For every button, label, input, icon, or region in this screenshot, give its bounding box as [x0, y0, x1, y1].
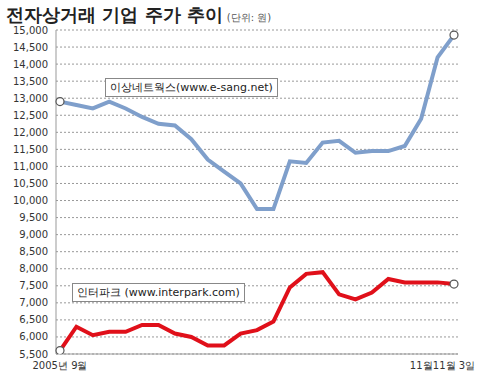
svg-text:10,000: 10,000: [13, 195, 48, 206]
svg-text:9,000: 9,000: [19, 229, 48, 240]
svg-text:7,500: 7,500: [19, 280, 48, 291]
svg-text:13,500: 13,500: [13, 76, 48, 87]
svg-text:6,000: 6,000: [19, 331, 48, 342]
svg-text:8,500: 8,500: [19, 246, 48, 257]
svg-text:9,500: 9,500: [19, 212, 48, 223]
svg-text:11월 3일: 11월 3일: [433, 360, 475, 371]
html-text:이상네트웍스(www.e-sang.net): 이상네트웍스(www.e-sang.net): [110, 81, 273, 94]
svg-text:5,500: 5,500: [19, 349, 48, 360]
svg-text:2005년 9월: 2005년 9월: [33, 360, 88, 371]
html-text:전자상거래 기업 주가 추이 (단위: 원): 전자상거래 기업 주가 추이 (단위: 원): [6, 4, 272, 25]
svg-text:8,000: 8,000: [19, 263, 48, 274]
html-text:인터파크 (www.interpark.com): 인터파크 (www.interpark.com): [77, 286, 240, 299]
svg-text:12,000: 12,000: [13, 127, 48, 138]
svg-text:12,500: 12,500: [13, 110, 48, 121]
svg-text:13,000: 13,000: [13, 93, 48, 104]
svg-text:14,000: 14,000: [13, 59, 48, 70]
svg-text:11,000: 11,000: [13, 161, 48, 172]
svg-text:7,000: 7,000: [19, 297, 48, 308]
svg-text:10,500: 10,500: [13, 178, 48, 189]
svg-text:14,500: 14,500: [13, 42, 48, 53]
svg-text:11월: 11월: [410, 360, 433, 371]
svg-text:15,000: 15,000: [13, 25, 48, 36]
svg-text:6,500: 6,500: [19, 314, 48, 325]
svg-text:11,500: 11,500: [13, 144, 48, 155]
